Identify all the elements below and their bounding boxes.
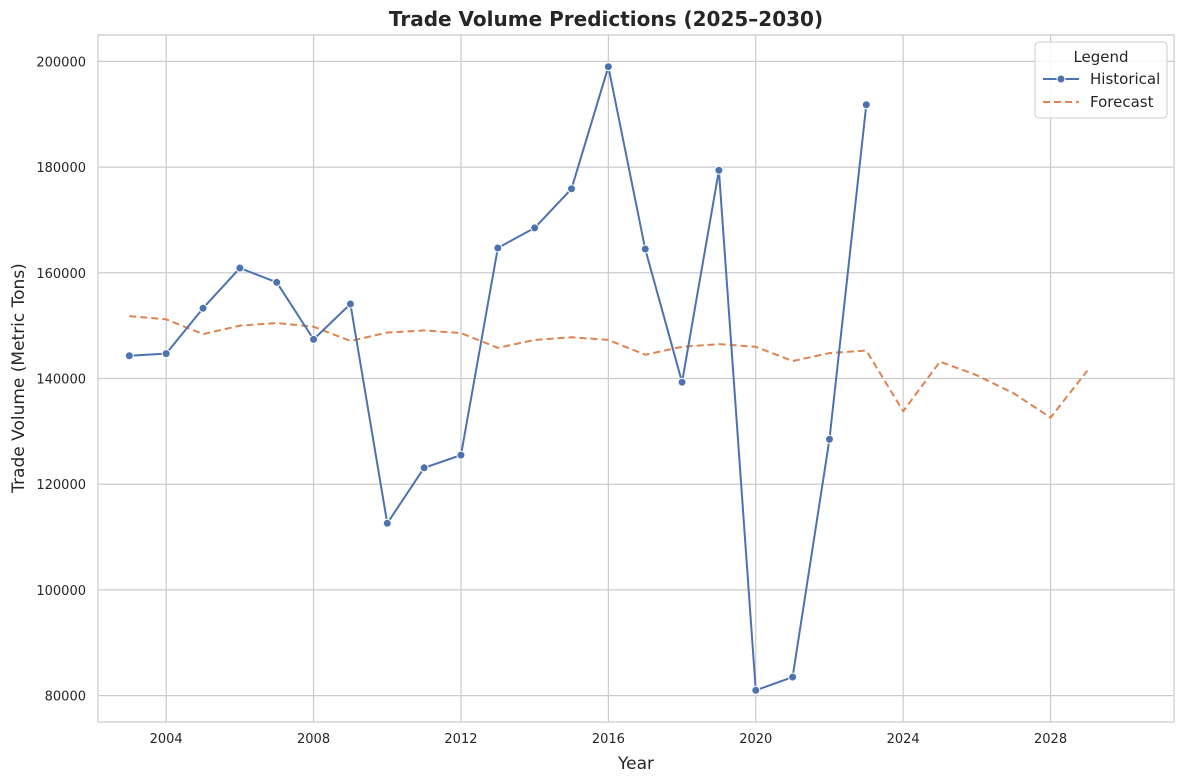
legend: Legend Historical Forecast [1034, 41, 1168, 119]
historical-data-point [345, 299, 355, 309]
y-tick-label: 120000 [36, 478, 86, 493]
legend-title: Legend [1073, 48, 1128, 66]
legend-label-historical: Historical [1090, 70, 1160, 88]
series [124, 62, 1089, 695]
historical-data-point [824, 434, 834, 444]
historical-data-point [493, 243, 503, 253]
y-tick-label: 200000 [36, 55, 86, 70]
historical-data-point [603, 62, 613, 72]
x-tick-label: 2028 [1034, 732, 1067, 747]
historical-data-point [530, 223, 540, 233]
historical-data-point [272, 277, 282, 287]
forecast-series-line [129, 315, 1089, 419]
historical-data-point [419, 463, 429, 473]
legend-marker-historical [1056, 74, 1066, 84]
y-axis-label: Trade Volume (Metric Tons) [9, 263, 29, 494]
y-tick-label: 160000 [36, 267, 86, 282]
historical-data-point [198, 303, 208, 313]
chart-title: Trade Volume Predictions (2025–2030) [389, 7, 823, 31]
x-tick-label: 2004 [150, 732, 183, 747]
legend-box [1034, 41, 1168, 119]
x-tick-label: 2024 [887, 732, 920, 747]
historical-data-point [235, 263, 245, 273]
historical-data-point [124, 351, 134, 361]
y-tick-label: 100000 [36, 584, 86, 599]
x-tick-label: 2008 [297, 732, 330, 747]
plot-frame [97, 34, 1175, 723]
historical-data-point [714, 165, 724, 175]
historical-data-point [861, 100, 871, 110]
y-tick-label: 80000 [45, 690, 86, 705]
x-tick-label: 2020 [739, 732, 772, 747]
y-tick-label: 140000 [36, 373, 86, 388]
historical-data-point [456, 450, 466, 460]
y-tick-label: 180000 [36, 161, 86, 176]
gridlines [98, 35, 1174, 722]
x-tick-label: 2012 [444, 732, 477, 747]
historical-data-point [677, 377, 687, 387]
historical-data-point [309, 334, 319, 344]
x-axis-label: Year [617, 754, 654, 774]
historical-data-point [640, 244, 650, 254]
historical-data-point [751, 685, 761, 695]
historical-data-point [382, 518, 392, 528]
historical-data-point [788, 672, 798, 682]
x-tick-label: 2016 [592, 732, 625, 747]
legend-label-forecast: Forecast [1090, 93, 1154, 111]
tick-labels: 2004 2008 2012 2016 2020 2024 2028 80000 100000 1… [36, 55, 1067, 747]
historical-data-point [161, 349, 171, 359]
historical-data-point [567, 184, 577, 194]
